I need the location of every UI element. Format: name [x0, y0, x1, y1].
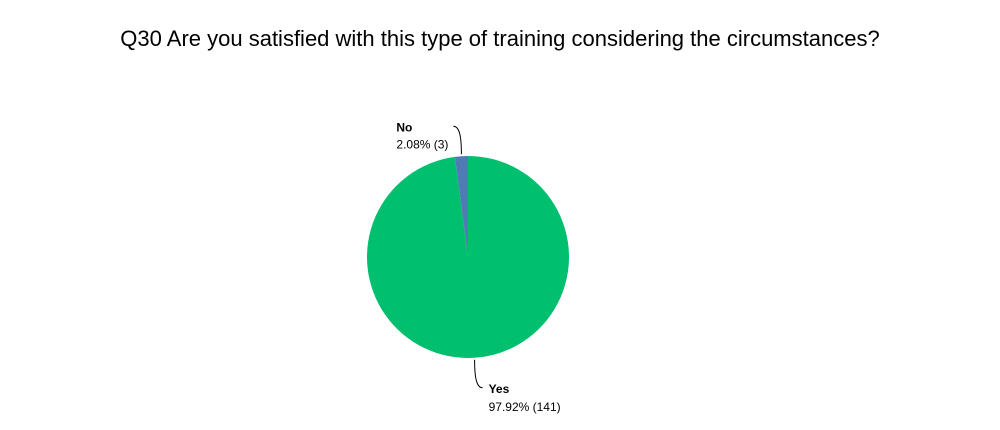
pie-slice [454, 156, 468, 257]
slice-label: No [396, 120, 412, 134]
value-label: 97.92% (141) [489, 400, 561, 414]
leader-line [474, 359, 483, 389]
chart-title: Q30 Are you satisfied with this type of … [120, 26, 879, 51]
leader-line [453, 125, 462, 155]
value-label: 2.08% (3) [396, 137, 448, 151]
slice-label: Yes [489, 382, 510, 396]
